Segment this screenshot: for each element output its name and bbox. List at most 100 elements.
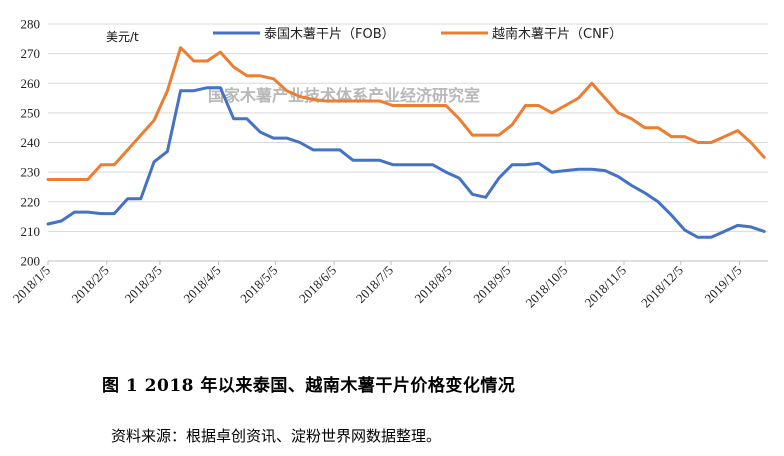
x-tick-label: 2018/2/5 [69,263,112,306]
data-point [471,133,474,137]
data-point [285,89,288,92]
y-axis-ticks: 200 210 220 230 240 250 260 270 280 [21,17,41,269]
data-point [325,99,328,103]
data-point [736,129,739,132]
data-point [365,99,368,103]
data-point [46,178,50,181]
data-point [338,99,341,103]
data-point [365,159,368,162]
data-point [312,98,315,101]
data-point [617,175,620,178]
x-tick-label: 2018/11/5 [582,263,630,311]
y-tick-label: 270 [21,46,41,61]
data-point [86,210,90,214]
data-point [763,156,766,159]
data-point [431,104,434,107]
data-point [404,104,408,107]
data-point [511,123,514,126]
x-tick-label: 2018/12/5 [638,263,686,311]
data-point [245,74,249,78]
data-point [232,117,235,121]
data-point [683,135,686,138]
data-point [630,117,633,121]
data-point [391,104,394,107]
legend: 泰国木薯干片（FOB） 越南木薯干片（CNF） [213,26,622,42]
x-tick-label: 2018/5/5 [237,263,280,306]
x-tick-label: 2018/4/5 [180,263,223,306]
data-point [670,135,673,138]
data-point [378,159,381,162]
data-point [710,236,713,239]
data-point [524,163,527,166]
data-point [325,148,328,152]
data-point [696,236,700,239]
data-point [259,74,262,78]
data-point [537,104,540,107]
data-point [166,150,169,153]
y-tick-label: 210 [21,224,41,239]
data-point [550,111,554,115]
data-point [749,141,753,144]
data-point [338,148,341,152]
data-point [139,133,142,137]
data-point [351,99,355,103]
data-point [139,197,142,200]
data-point [656,126,660,129]
data-point [696,141,700,144]
data-point [113,212,116,215]
data-point [73,210,76,214]
data-point [219,50,222,54]
data-point [60,178,63,181]
x-tick-label: 2018/3/5 [122,263,165,306]
data-point [60,219,63,223]
data-point [710,141,713,144]
series-line-thailand [46,86,766,239]
data-point [444,170,448,174]
data-point [351,159,355,162]
data-point [683,228,686,232]
gridlines [48,23,768,262]
data-point [46,222,50,226]
series-lines [46,46,766,239]
data-point [285,136,288,140]
data-point [564,169,567,172]
data-point [418,104,421,107]
data-point [179,46,182,49]
data-point [404,163,408,166]
y-axis-unit-label: 美元/t [106,30,139,44]
data-point [484,196,487,199]
data-point [126,197,129,200]
data-point [497,176,501,180]
source-note: 资料来源：根据卓创资讯、淀粉世界网数据整理。 [111,427,442,445]
data-point [232,65,235,69]
data-point [378,99,381,103]
data-point [643,191,646,195]
data-point [259,130,262,134]
data-point [458,176,461,180]
data-point [670,213,673,217]
data-point [458,117,461,121]
data-point [166,89,169,92]
data-point [723,135,726,138]
y-tick-label: 200 [21,254,41,269]
y-tick-label: 280 [21,17,41,32]
legend-label-thailand: 泰国木薯干片（FOB） [264,27,395,42]
data-point [603,96,607,100]
x-tick-label: 2018/1/5 [10,263,53,306]
data-point [86,178,90,181]
y-tick-label: 230 [21,165,41,180]
data-point [179,89,182,92]
y-tick-label: 260 [21,76,41,91]
watermark-text: 国家木薯产业技术体系产业经济研究室 [208,86,480,105]
data-point [431,163,434,166]
data-point [73,178,76,181]
data-point [630,184,633,187]
data-point [152,119,156,122]
data-point [444,104,448,107]
data-point [113,163,116,166]
data-point [497,133,501,137]
y-tick-label: 220 [21,194,41,209]
data-point [298,141,302,144]
data-point [590,82,593,85]
